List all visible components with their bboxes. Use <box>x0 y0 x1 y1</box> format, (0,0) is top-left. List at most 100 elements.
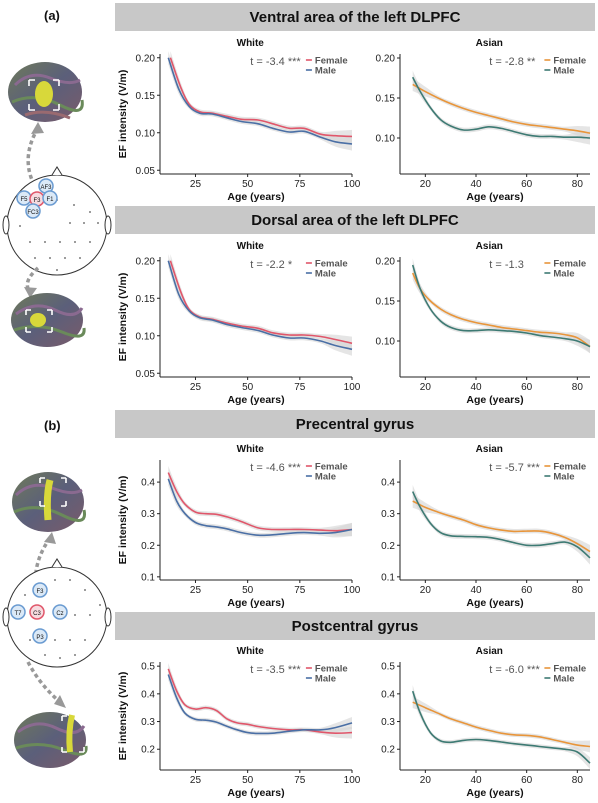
electrode-label-t7: T7 <box>14 611 22 617</box>
y-tick-label: 0.15 <box>376 297 396 308</box>
legend-label-male: Male <box>553 674 574 685</box>
x-axis-title: Age (years) <box>466 394 523 406</box>
x-tick-label: 100 <box>344 775 361 786</box>
x-tick-label: 50 <box>242 775 254 786</box>
panel-label-b: (b) <box>44 418 61 433</box>
ci-ribbon-female <box>412 266 590 354</box>
y-axis-title: EF intensity (V/m) <box>117 476 129 565</box>
x-tick-label: 75 <box>294 382 306 393</box>
legend-label-male: Male <box>553 472 574 483</box>
x-tick-label: 75 <box>294 179 306 190</box>
y-tick-label: 0.1 <box>141 572 155 583</box>
chart-ventral-white: White 0.05 0.10 0.15 0.20 25 50 75 100 Age (years… <box>117 38 361 203</box>
legend-label-female: Female <box>315 259 348 270</box>
y-tick-label: 0.3 <box>141 717 155 728</box>
chart-dorsal-white: White 0.05 0.10 0.15 0.20 25 50 75 100 Age (years… <box>117 241 361 406</box>
stat-annotation: t = -2.8 ** <box>489 56 536 68</box>
y-tick-label: 0.4 <box>141 689 155 700</box>
series-line-female <box>412 701 591 748</box>
series-line-male <box>167 57 353 145</box>
x-axis-title: Age (years) <box>227 597 284 609</box>
x-tick-label: 75 <box>294 585 306 596</box>
x-tick-label: 60 <box>521 179 533 190</box>
ci-ribbon-female <box>412 494 590 559</box>
x-tick-label: 20 <box>420 179 432 190</box>
x-tick-label: 40 <box>470 382 482 393</box>
x-axis-title: Age (years) <box>227 394 284 406</box>
chart-title: White <box>237 38 265 49</box>
stat-annotation: t = -4.6 *** <box>250 462 301 474</box>
stat-annotation: t = -3.5 *** <box>250 664 301 676</box>
series-line-female <box>412 500 591 553</box>
series-line-male <box>411 491 591 559</box>
x-tick-label: 40 <box>470 179 482 190</box>
chart-ventral-asian: Asian 0.10 0.15 0.20 20 40 60 80 Age (years) t = … <box>376 38 591 203</box>
chart-title: White <box>237 444 265 455</box>
x-tick-label: 80 <box>572 382 584 393</box>
legend-label-female: Female <box>553 56 586 67</box>
series-line-male <box>167 674 353 735</box>
x-tick-label: 25 <box>190 179 202 190</box>
y-tick-label: 0.20 <box>376 54 396 65</box>
x-tick-label: 40 <box>470 585 482 596</box>
series-line-female <box>411 272 591 348</box>
x-tick-label: 80 <box>572 775 584 786</box>
electrode-label-fc3: FC3 <box>27 210 39 216</box>
x-tick-label: 100 <box>344 382 361 393</box>
series-line-male <box>411 76 591 139</box>
y-tick-label: 0.20 <box>376 257 396 268</box>
chart-title: Asian <box>476 241 503 252</box>
y-axis-title: EF intensity (V/m) <box>117 70 129 159</box>
banner-postcentral-gyrus: Postcentral gyrus <box>115 612 595 640</box>
legend-label-male: Male <box>315 472 336 483</box>
x-tick-label: 50 <box>242 585 254 596</box>
chart-title: White <box>237 241 265 252</box>
y-tick-label: 0.10 <box>376 134 396 145</box>
y-tick-label: 0.2 <box>381 745 395 756</box>
x-tick-label: 80 <box>572 179 584 190</box>
x-tick-label: 25 <box>190 585 202 596</box>
y-tick-label: 0.4 <box>381 478 395 489</box>
banner-ventral-dlpfc: Ventral area of the left DLPFC <box>115 3 595 31</box>
y-axis-title: EF intensity (V/m) <box>117 672 129 761</box>
eeg-cap-b-icon: F3 T7 C3 Cz P3 <box>2 558 112 668</box>
series-line-male <box>167 478 353 537</box>
y-tick-label: 0.20 <box>136 256 156 267</box>
x-tick-label: 50 <box>242 179 254 190</box>
brain-render-bottom-icon <box>11 293 86 347</box>
x-tick-label: 60 <box>521 775 533 786</box>
y-tick-label: 0.2 <box>141 541 155 552</box>
chart-postcentral-white: White 0.2 0.3 0.4 0.5 25 50 75 100 Age (years) EF … <box>117 646 361 799</box>
series-line-male <box>411 690 591 764</box>
stat-annotation: t = -6.0 *** <box>489 664 540 676</box>
stat-annotation: t = -2.2 * <box>250 259 293 271</box>
arrow-up-b-icon <box>34 536 52 573</box>
illustration-a: AF3 F5 F3 F1 FC3 <box>2 62 112 347</box>
chart-precentral-white: White 0.1 0.2 0.3 0.4 25 50 75 100 Age (years) EF … <box>117 444 361 609</box>
y-tick-label: 0.20 <box>136 53 156 64</box>
banner-dorsal-dlpfc: Dorsal area of the left DLPFC <box>115 206 595 234</box>
electrode-label-f3-b: F3 <box>36 589 44 595</box>
stat-annotation: t = -1.3 <box>489 259 524 271</box>
y-tick-label: 0.2 <box>381 541 395 552</box>
series-line-female <box>412 83 591 134</box>
legend-label-male: Male <box>315 269 336 280</box>
legend-label-female: Female <box>315 462 348 473</box>
x-axis-title: Age (years) <box>227 787 284 799</box>
y-tick-label: 0.15 <box>136 91 156 102</box>
electrode-label-f1: F1 <box>46 197 54 203</box>
x-axis-title: Age (years) <box>466 191 523 203</box>
x-tick-label: 50 <box>242 382 254 393</box>
x-tick-label: 20 <box>420 585 432 596</box>
x-axis-title: Age (years) <box>466 787 523 799</box>
legend-label-male: Male <box>553 269 574 280</box>
x-tick-label: 75 <box>294 775 306 786</box>
x-tick-label: 40 <box>470 775 482 786</box>
series-line-female <box>169 57 353 138</box>
electrode-label-p3: P3 <box>36 635 44 641</box>
brain-render-top-icon <box>8 62 84 122</box>
legend-label-female: Female <box>315 56 348 67</box>
banner-precentral-gyrus: Precentral gyrus <box>115 410 595 438</box>
electrode-label-af3: AF3 <box>40 185 52 191</box>
ci-ribbon-female <box>170 51 352 144</box>
